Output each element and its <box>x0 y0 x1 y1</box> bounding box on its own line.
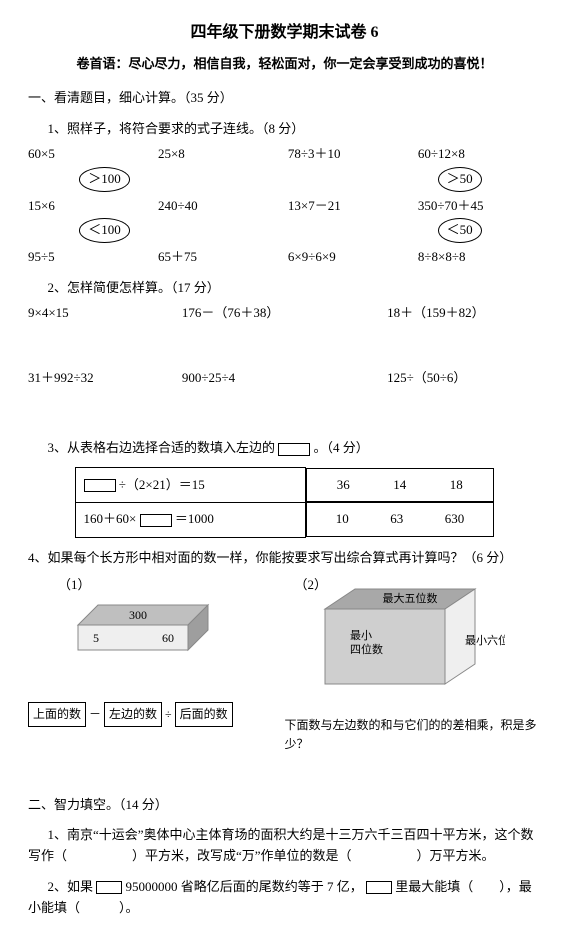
q3-text-b: 。（4 分） <box>314 440 369 455</box>
q3-text-a: 3、从表格右边选择合适的数填入左边的 <box>48 440 276 455</box>
expr: 13×7－21 <box>288 196 411 217</box>
q4-ops: 上面的数 － 左边的数 ÷ 后面的数 <box>28 702 285 727</box>
opt: 18 <box>450 475 463 496</box>
expr: 60÷12×8 <box>418 144 541 165</box>
q1-row1: 60×5 25×8 78÷3＋10 60÷12×8 <box>28 144 541 165</box>
expr: 900÷25÷4 <box>182 368 387 389</box>
cuboid-svg: 300 5 60 <box>68 595 228 665</box>
blank-box <box>278 443 310 456</box>
q4-label-1: （1） <box>28 575 285 596</box>
expr: 8÷8×8÷8 <box>418 247 541 268</box>
opt: 14 <box>393 475 406 496</box>
expr: 18＋（159＋82） <box>387 303 541 324</box>
section-2-head: 二、智力填空。（14 分） <box>28 795 541 816</box>
cube1-right: 60 <box>162 631 174 645</box>
blank-box <box>84 479 116 492</box>
expr: 6×9÷6×9 <box>288 247 411 268</box>
cube1-left: 5 <box>93 631 99 645</box>
table-row: ÷（2×21）＝15 36 14 18 <box>75 468 494 503</box>
expr: 160＋60× <box>84 511 137 526</box>
cuboid-1: 300 5 60 <box>68 595 285 672</box>
blank-box <box>366 881 392 894</box>
expr: 25×8 <box>158 144 281 165</box>
oval-gt50: ＞50 <box>438 167 482 192</box>
cube2-right: 最小六位数 <box>465 633 505 647</box>
q2-2: 2、如果 95000000 省略亿后面的尾数约等于 7 亿， 里最大能填（ ），… <box>28 877 541 919</box>
expr: 125÷（50÷6） <box>387 368 541 389</box>
subtitle: 卷首语：尽心尽力，相信自我，轻松面对，你一定会享受到成功的喜悦！ <box>28 54 541 75</box>
q2-2a: 2、如果 <box>48 879 94 894</box>
q2-2b: 95000000 省略亿后面的尾数约等于 7 亿， <box>126 879 363 894</box>
op-left: 左边的数 <box>104 702 162 727</box>
q1-ovals-1: ＞100 ＞50 <box>28 167 541 192</box>
q2-1: 1、南京“十运会”奥体中心主体育场的面积大约是十三万六千三百四十平方米，这个数写… <box>28 825 541 867</box>
blank-box <box>140 514 172 527</box>
q1-row2: 15×6 240÷40 13×7－21 350÷70＋45 <box>28 196 541 217</box>
expr: 78÷3＋10 <box>288 144 411 165</box>
table-row: 160＋60× ＝1000 10 63 630 <box>75 502 494 537</box>
cube2-left-2: 四位数 <box>350 642 383 656</box>
expr: 176－（76＋38） <box>182 303 387 324</box>
op-back: 后面的数 <box>175 702 233 727</box>
expr: 350÷70＋45 <box>418 196 541 217</box>
opt: 630 <box>445 509 465 530</box>
opt: 36 <box>337 475 350 496</box>
expr: 15×6 <box>28 196 151 217</box>
q1-ovals-2: ＜100 ＜50 <box>28 218 541 243</box>
expr: 31＋992÷32 <box>28 368 182 389</box>
cuboid-2: 最大五位数 最小 四位数 最小六位数 <box>305 579 542 696</box>
section-1-head: 一、看清题目，细心计算。（35 分） <box>28 88 541 109</box>
oval-lt50: ＜50 <box>438 218 482 243</box>
q1-row3: 95÷5 65＋75 6×9÷6×9 8÷8×8÷8 <box>28 247 541 268</box>
oval-lt100: ＜100 <box>79 218 130 243</box>
expr: 60×5 <box>28 144 151 165</box>
q2-row2: 31＋992÷32 900÷25÷4 125÷（50÷6） <box>28 368 541 389</box>
q1-head: 1、照样子，将符合要求的式子连线。（8 分） <box>28 119 541 140</box>
cube1-top: 300 <box>129 608 147 622</box>
opt: 63 <box>390 509 403 530</box>
cube2-top: 最大五位数 <box>382 591 437 605</box>
opt: 10 <box>336 509 349 530</box>
expr: ÷（2×21）＝15 <box>119 477 205 492</box>
expr: 95÷5 <box>28 247 151 268</box>
op-div: ÷ <box>165 707 172 721</box>
page-title: 四年级下册数学期末试卷 6 <box>28 20 541 46</box>
q2-head: 2、怎样简便怎样算。（17 分） <box>28 278 541 299</box>
blank-box <box>96 881 122 894</box>
expr: ＝1000 <box>175 511 214 526</box>
q4-head: 4、如果每个长方形中相对面的数一样，你能按要求写出综合算式再计算吗？（6 分） <box>28 548 541 569</box>
op-minus: － <box>89 707 101 721</box>
q3-head: 3、从表格右边选择合适的数填入左边的 。（4 分） <box>28 438 541 459</box>
q4-desc: 下面数与左边数的和与它们的的差相乘，积是多少？ <box>285 716 542 754</box>
expr: 65＋75 <box>158 247 281 268</box>
expr: 9×4×15 <box>28 303 182 324</box>
q2-row1: 9×4×15 176－（76＋38） 18＋（159＋82） <box>28 303 541 324</box>
oval-gt100: ＞100 <box>79 167 130 192</box>
cuboid2-svg: 最大五位数 最小 四位数 最小六位数 <box>305 579 505 689</box>
cube2-left-1: 最小 <box>350 629 372 642</box>
expr: 240÷40 <box>158 196 281 217</box>
q3-table: ÷（2×21）＝15 36 14 18 160＋60× ＝1000 10 63 … <box>75 467 495 538</box>
op-top: 上面的数 <box>28 702 86 727</box>
q4-row: （1） 300 5 60 上面的数 － 左边的数 ÷ 后面的数 （2） <box>28 575 541 755</box>
